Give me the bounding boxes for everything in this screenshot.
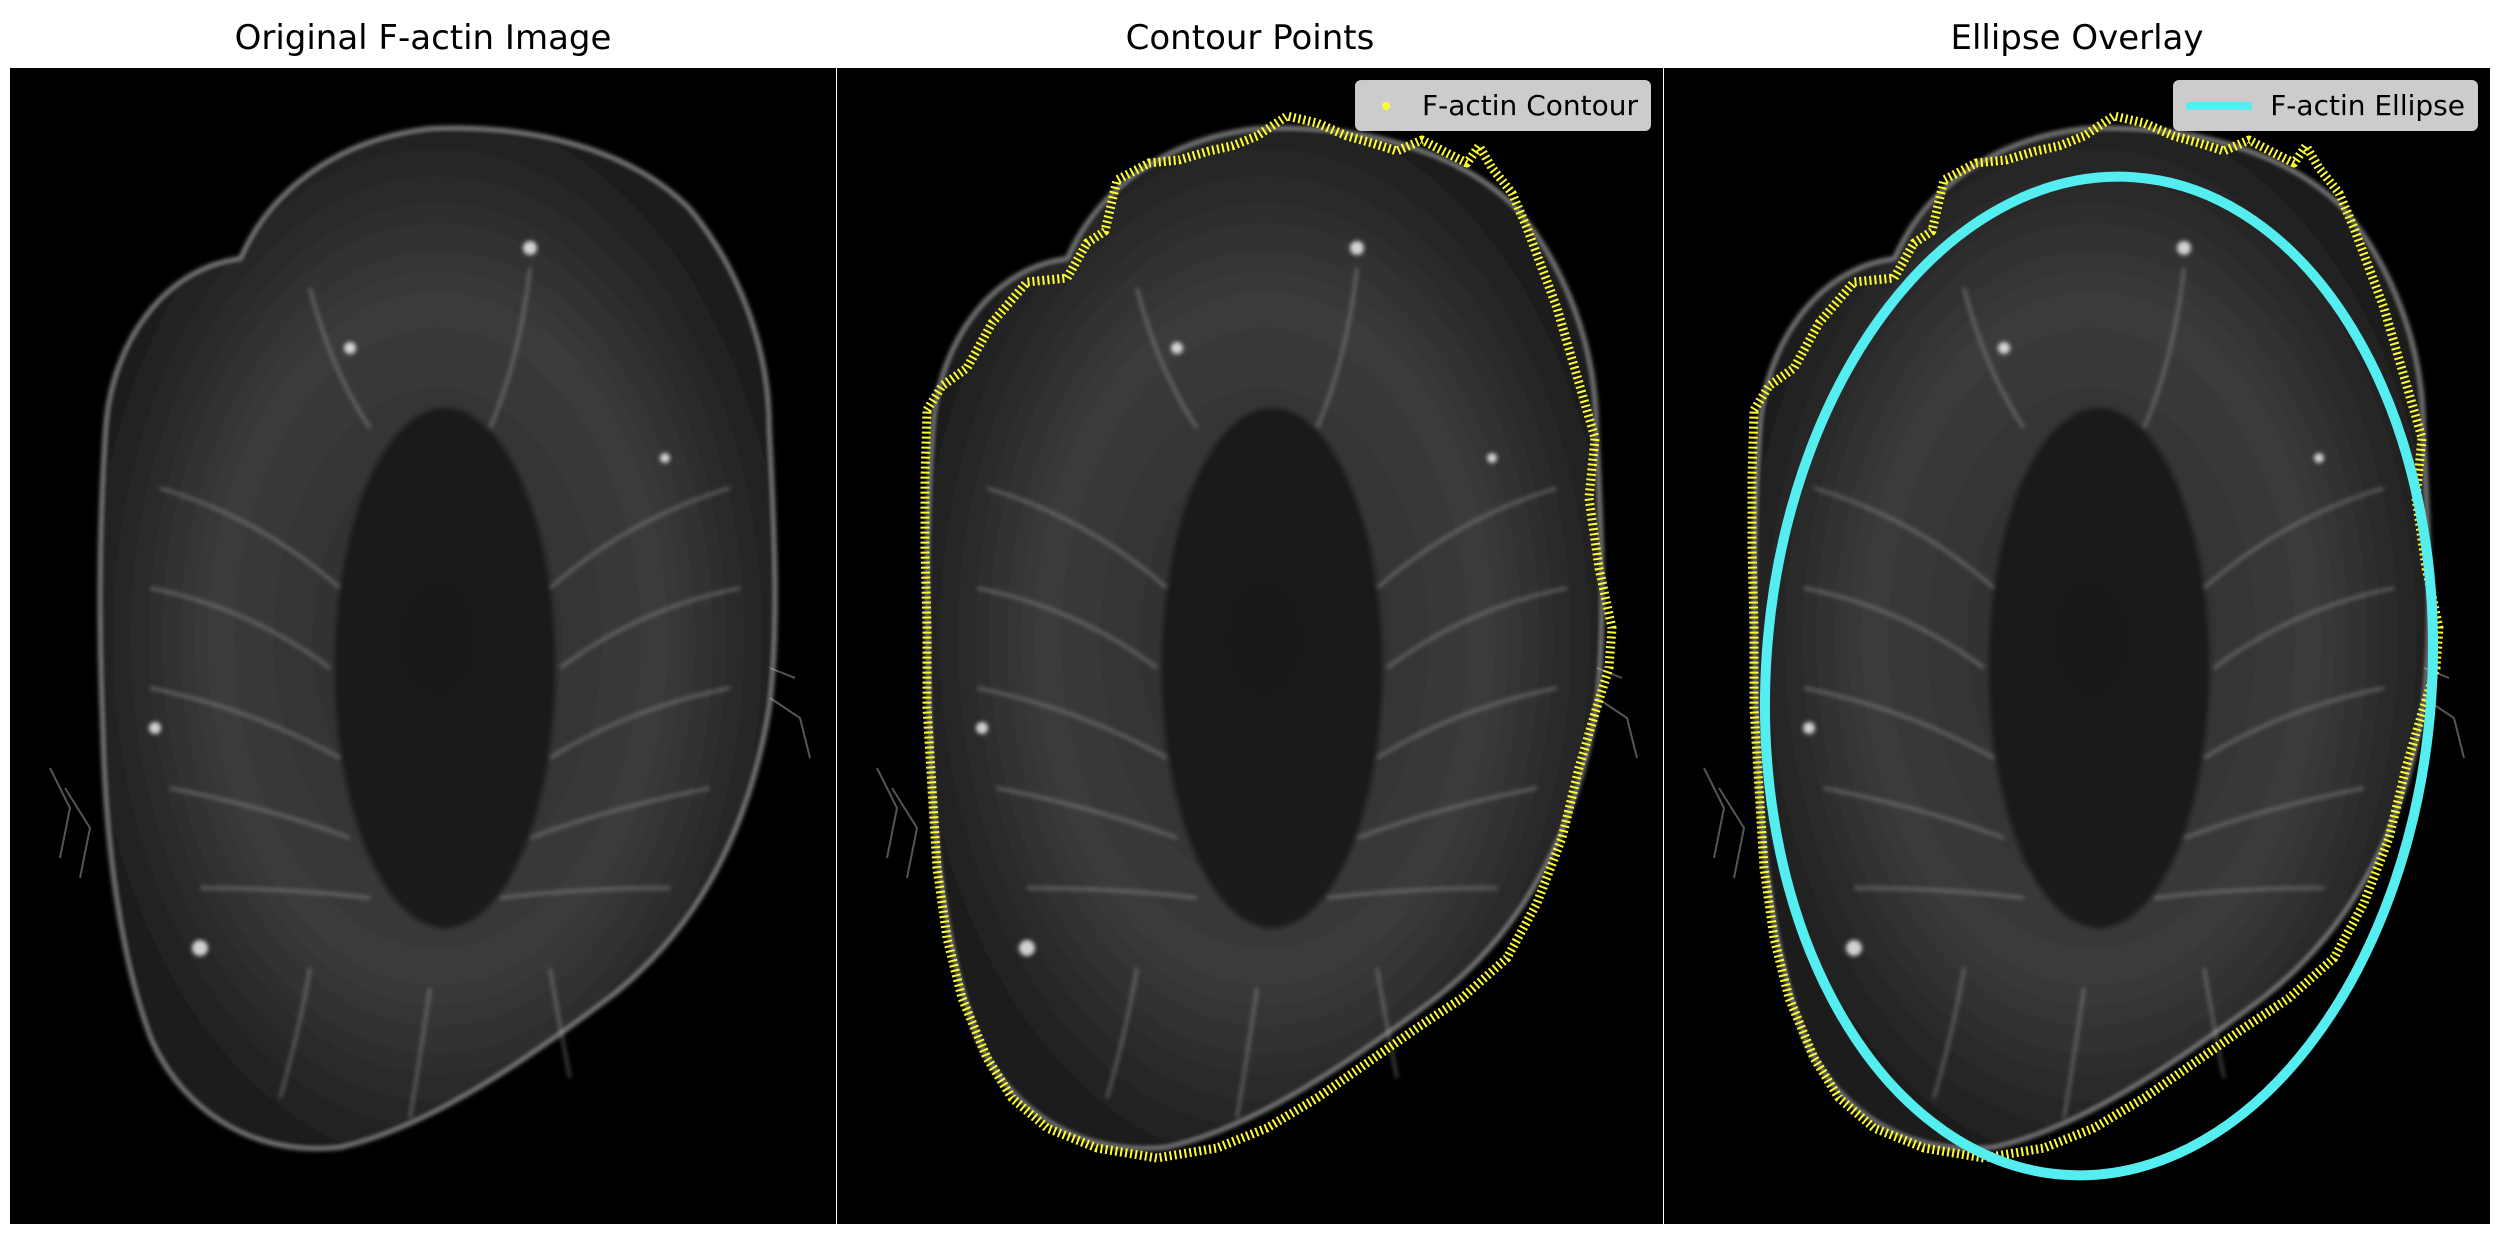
- panel-title-original: Original F-actin Image: [234, 18, 612, 58]
- original-image: [10, 68, 836, 1224]
- ellipse-image: [1664, 111, 2490, 1181]
- ellipse-panel: F-actin Ellipse: [1664, 68, 2490, 1224]
- ellipse-legend: F-actin Ellipse: [2173, 80, 2478, 131]
- contour-image: [837, 111, 1663, 1163]
- ellipse-legend-label: F-actin Ellipse: [2270, 89, 2465, 122]
- contour-panel: F-actin Contour: [837, 68, 1663, 1224]
- contour-legend-marker: [1382, 101, 1391, 110]
- panel-title-contour: Contour Points: [1125, 18, 1375, 58]
- contour-outline: [920, 111, 1617, 1163]
- ellipse-contour-outline: [1747, 111, 2444, 1163]
- fitted-ellipse: [1759, 171, 2439, 1181]
- contour-legend-label: F-actin Contour: [1422, 89, 1638, 122]
- ellipse-legend-marker: [2186, 101, 2253, 110]
- panel-title-ellipse: Ellipse Overlay: [1950, 18, 2204, 58]
- original-image-panel: [10, 68, 836, 1224]
- contour-legend: F-actin Contour: [1355, 80, 1651, 131]
